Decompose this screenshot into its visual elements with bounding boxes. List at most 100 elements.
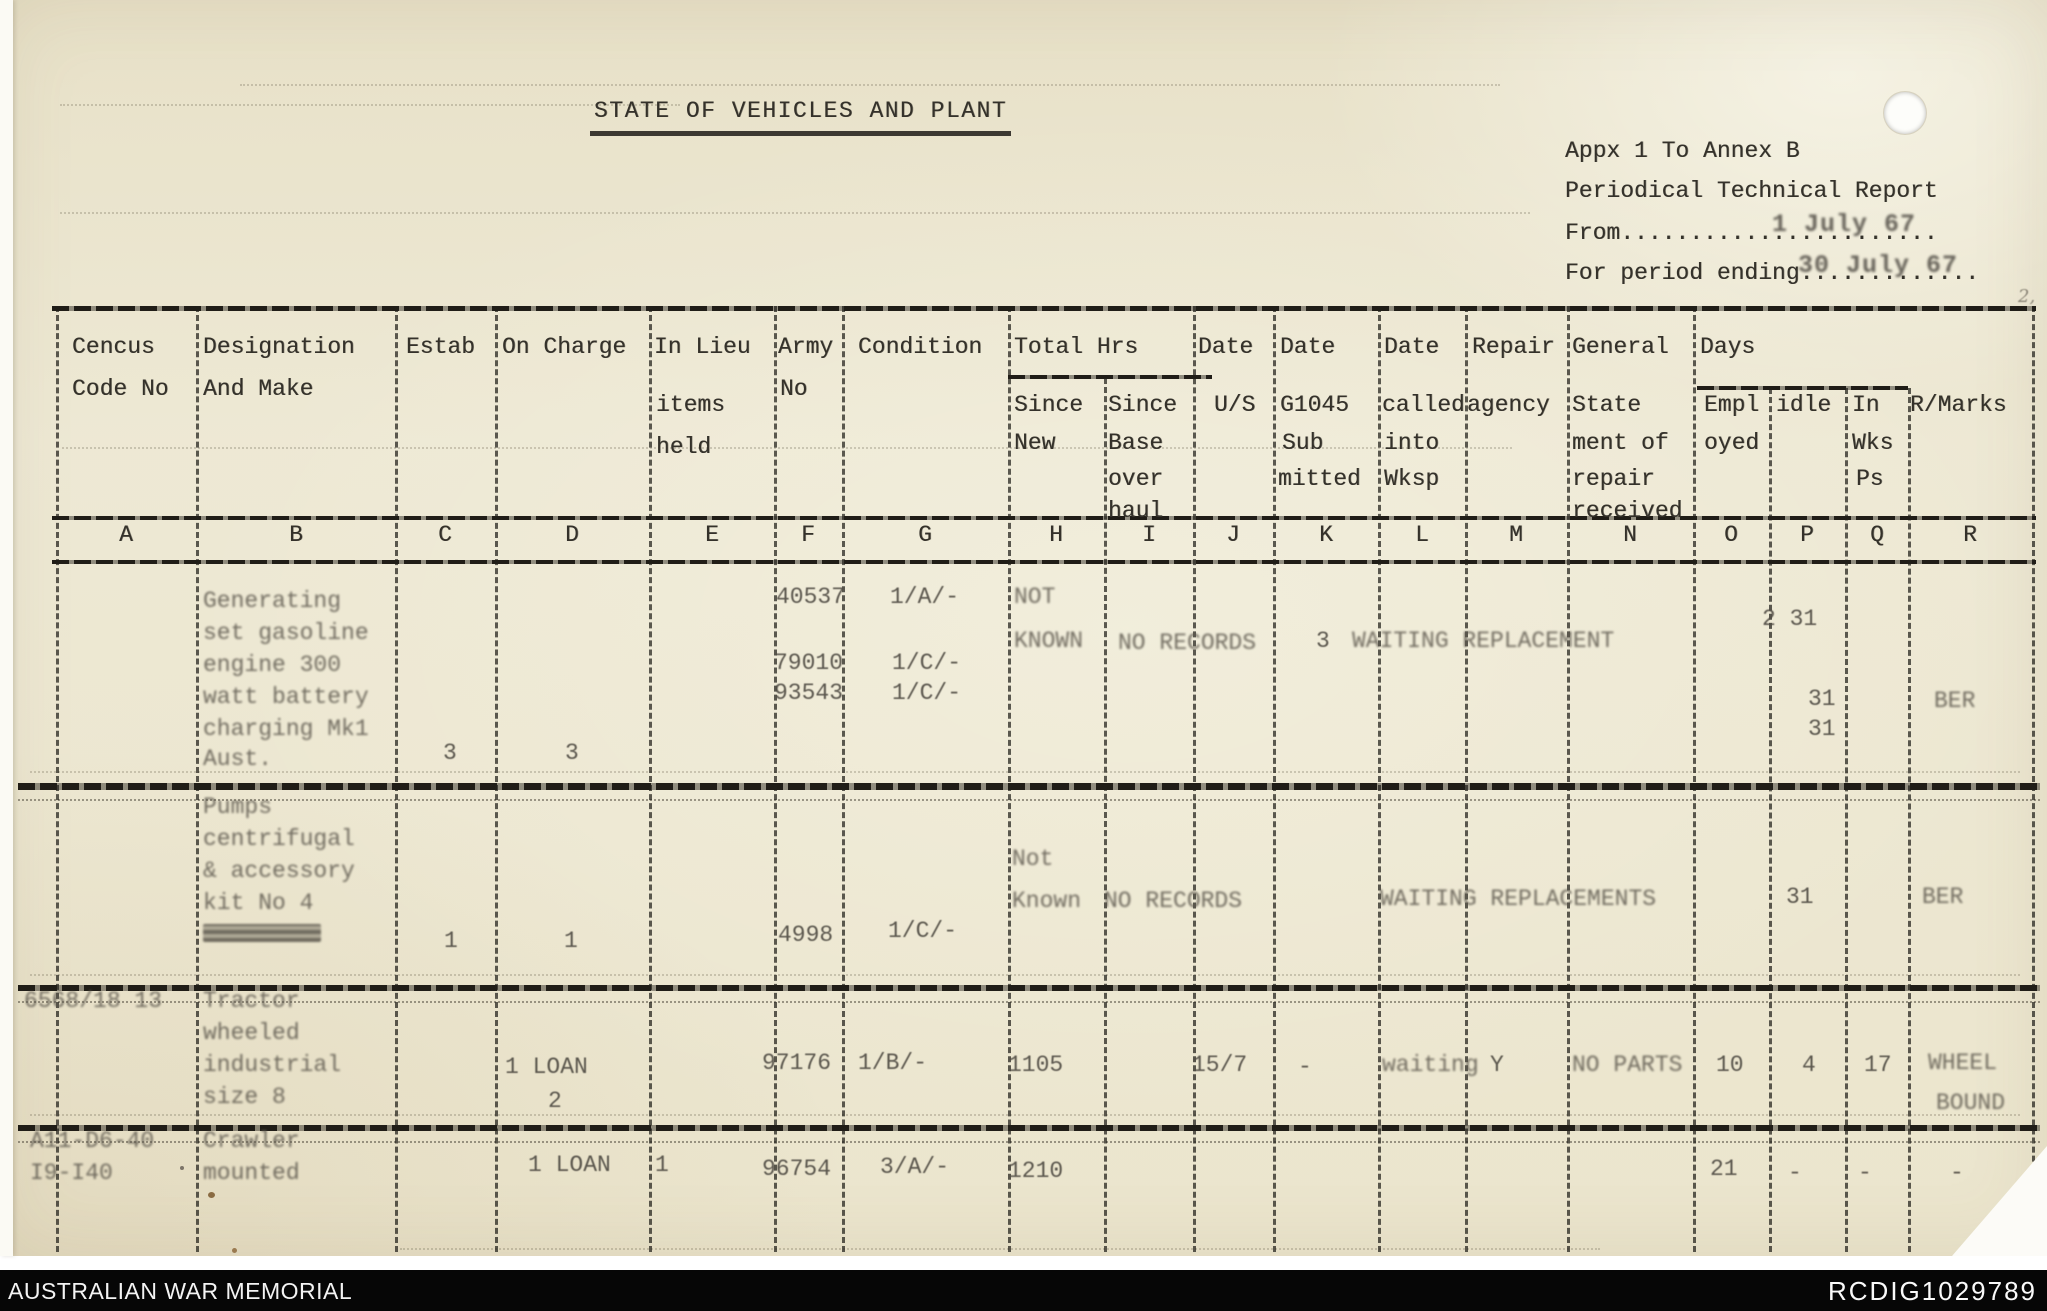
row2-designation: & accessory [203, 858, 355, 884]
hole-punch [1884, 92, 1926, 134]
row2-designation: centrifugal [203, 826, 355, 852]
col-rule [196, 306, 199, 1252]
col-header-since-base: Since [1108, 392, 1178, 418]
row2-estab: 1 [444, 928, 458, 954]
row2-designation: kit No 4 [203, 890, 314, 916]
col-header-since-new: Since [1014, 392, 1084, 418]
row4-days-idle: - [1788, 1160, 1802, 1186]
col-rule [2032, 306, 2035, 1252]
row1-hrs-since-new: KNOWN [1014, 628, 1084, 654]
row3-designation: industrial [203, 1052, 342, 1078]
row1-army-no: 40537 [776, 584, 846, 610]
col-rule [1104, 378, 1107, 1252]
paper-speck [208, 1192, 215, 1198]
row4-designation: Crawler [203, 1128, 300, 1154]
col-rule [842, 306, 845, 1252]
col-letter-n: N [1623, 522, 1637, 548]
days-box-rule [1697, 386, 1908, 390]
row3-days-employed: 10 [1716, 1052, 1744, 1078]
col-header-in-wks: Ps [1856, 466, 1884, 492]
col-letter-r: R [1963, 522, 1977, 548]
row4-census-code: A11-D6-40 [30, 1128, 155, 1154]
row1-estab: 3 [443, 740, 457, 766]
row3-on-charge: 1 LOAN [505, 1054, 588, 1080]
row3-army-no: 97176 [762, 1050, 832, 1076]
report-type-line: Periodical Technical Report [1565, 178, 1938, 204]
col-letter-l: L [1415, 522, 1429, 548]
col-header-estab: Estab [406, 334, 476, 360]
row1-on-charge: 3 [565, 740, 579, 766]
col-header-g1045: Date [1280, 334, 1336, 360]
archive-id: RCDIG1029789 [1828, 1276, 2037, 1306]
row3-remarks: WHEEL [1928, 1050, 1998, 1076]
col-header-remarks: R/Marks [1910, 392, 2007, 418]
scan-noise-line [30, 974, 2020, 976]
row1-condition: 1/C/- [892, 680, 962, 706]
row3-days-in-wks: 17 [1864, 1052, 1892, 1078]
document-title: STATE OF VEHICLES AND PLANT [590, 98, 1012, 136]
appx-annex-line: Appx 1 To Annex B [1565, 138, 1800, 164]
col-header-census: Cencus [72, 334, 155, 360]
row3-designation: wheeled [203, 1020, 300, 1046]
row1-designation: Generating [203, 588, 342, 614]
scan-noise-line [400, 1248, 1600, 1250]
row1-designation: watt battery [203, 684, 369, 710]
col-header-since-base: Base [1108, 430, 1164, 456]
col-header-days: Days [1700, 334, 1756, 360]
col-header-designation: Designation [203, 334, 355, 360]
total-hrs-box-rule [1008, 375, 1212, 379]
col-rule [1693, 306, 1696, 1252]
period-ending-label: For period ending............. [1565, 260, 1980, 286]
col-rule [1378, 306, 1381, 1252]
col-header-employed: oyed [1704, 430, 1760, 456]
col-header-g1045: mitted [1278, 466, 1361, 492]
col-header-date-us: Date [1198, 334, 1254, 360]
row2-condition: 1/C/- [888, 918, 958, 944]
col-rule [1567, 306, 1570, 1252]
col-letter-h: H [1049, 522, 1063, 548]
scan-noise-line [60, 212, 1530, 214]
row1-g1045: 3 [1316, 628, 1330, 654]
scan-noise-line [62, 447, 1512, 449]
row1-general-statement: WAITING REPLACEMENT [1352, 628, 1615, 654]
paper-left-edge [0, 0, 13, 1256]
col-letter-f: F [801, 522, 815, 548]
col-header-called-into-wksp: Wksp [1384, 466, 1440, 492]
col-header-general-statement: State [1572, 392, 1642, 418]
row1-days-idle: 31 [1808, 716, 1836, 742]
row1-days-employed-idle: 2 31 [1762, 606, 1818, 632]
col-letter-o: O [1724, 522, 1738, 548]
row3-census-code: 6568/18 13 [24, 988, 163, 1014]
col-header-on-charge: On Charge [502, 334, 627, 360]
row2-general-statement: WAITING REPLACEMENTS [1380, 886, 1657, 912]
from-label: From....................... [1565, 220, 1938, 246]
row2-days-idle: 31 [1786, 884, 1814, 910]
scan-noise-line [60, 104, 680, 106]
scan-noise-line [240, 84, 1500, 86]
row-separator-rule [18, 783, 2040, 790]
period-ending-stamp: 30 July 67 [1798, 251, 1959, 280]
col-header-g1045: Sub [1282, 430, 1324, 456]
col-rule [56, 306, 59, 1252]
col-header-in-lieu: In Lieu [654, 334, 751, 360]
col-header-in-wks: Wks [1852, 430, 1894, 456]
archive-name: AUSTRALIAN WAR MEMORIAL [8, 1278, 353, 1304]
col-header-since-base: over [1108, 466, 1164, 492]
row3-called-into-wksp: waiting [1382, 1052, 1479, 1078]
row3-designation: size 8 [203, 1084, 286, 1110]
letter-row-top-rule [52, 516, 2036, 520]
row-separator-dots [18, 1001, 2040, 1003]
col-header-called-into-wksp: called [1382, 392, 1465, 418]
col-letter-m: M [1509, 522, 1523, 548]
col-rule [649, 306, 652, 1252]
row2-remarks: BER [1922, 884, 1964, 910]
row1-condition: 1/A/- [890, 584, 960, 610]
col-header-general-statement: repair [1572, 466, 1655, 492]
row4-census-code: I9-I40 [30, 1160, 113, 1186]
row1-records-note: NO RECORDS [1118, 630, 1257, 656]
col-header-general-statement: General [1572, 334, 1669, 360]
col-rule [1908, 388, 1911, 1252]
col-rule [1769, 388, 1772, 1252]
page-corner-curl [1952, 1146, 2047, 1256]
col-rule [1008, 306, 1011, 1252]
